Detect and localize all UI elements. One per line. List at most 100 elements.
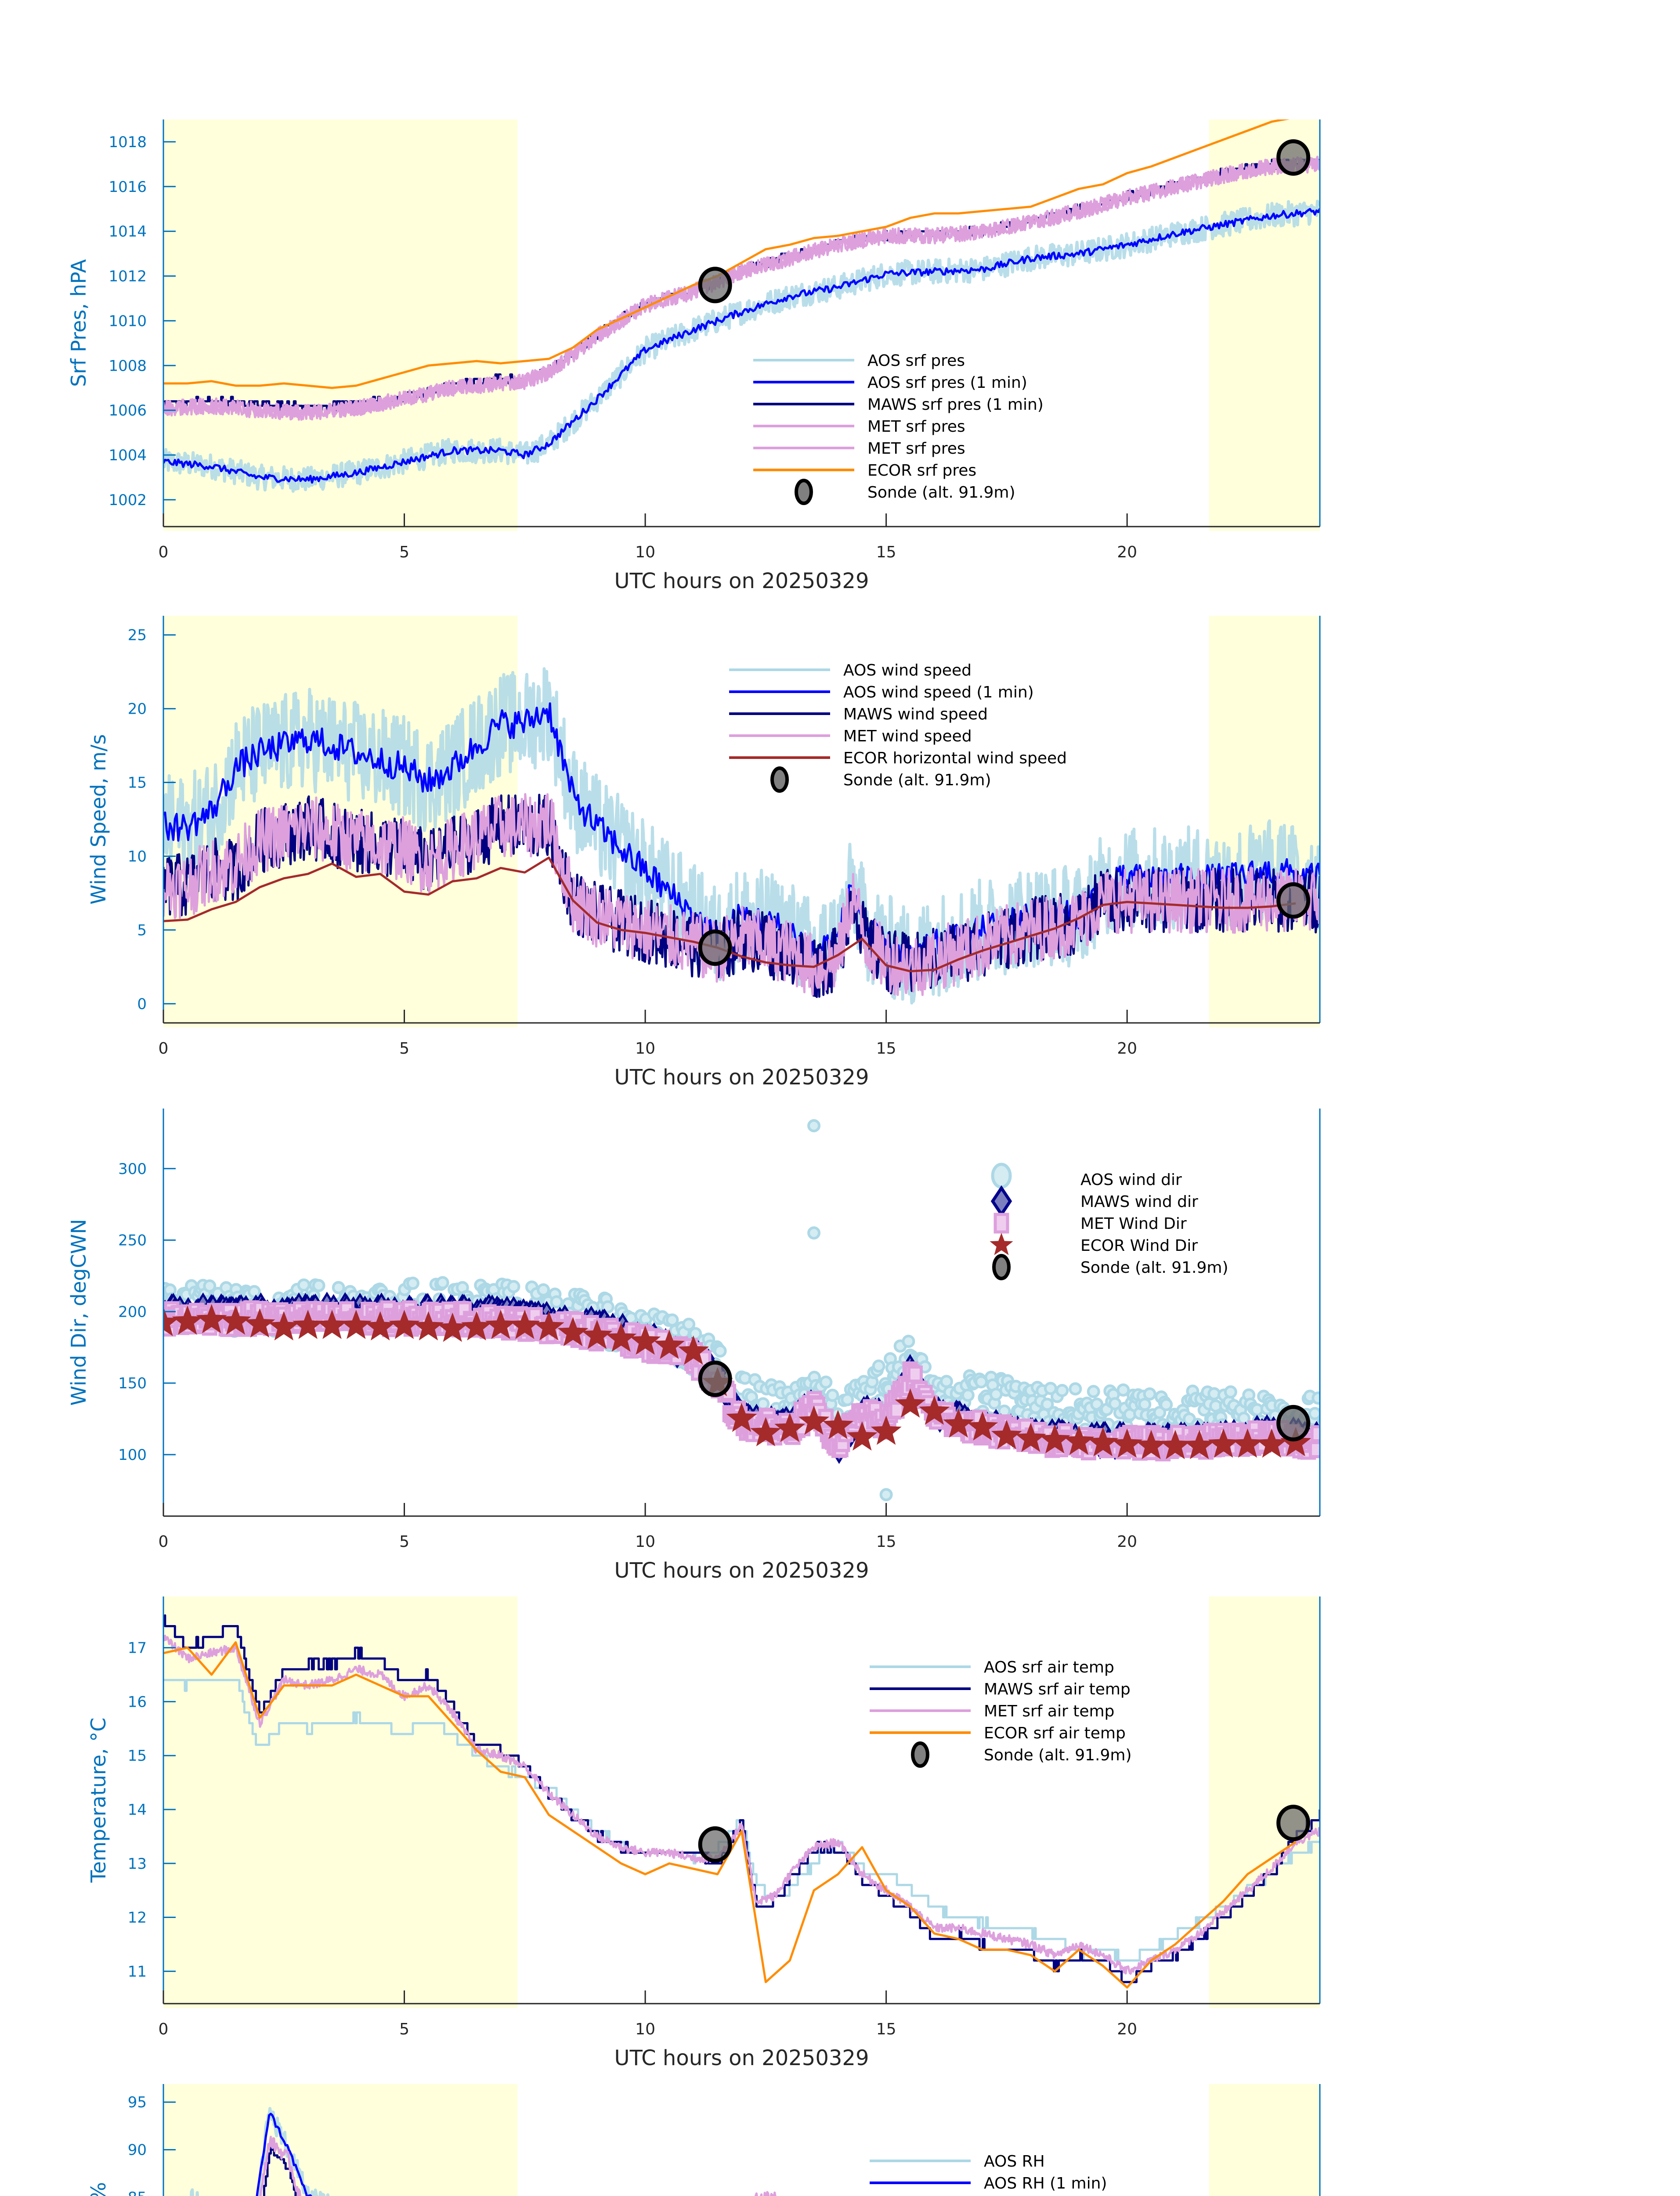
- ecor-wind-dir-star: [1039, 1424, 1070, 1454]
- legend-label: MET srf air temp: [984, 1702, 1114, 1720]
- x-tick-label: 10: [635, 1040, 655, 1058]
- legend-item: MET srf pres: [753, 418, 965, 436]
- ecor-wind-dir-star: [726, 1402, 757, 1432]
- aos-wind-dir-point: [872, 1359, 885, 1373]
- aos-wind-dir-point: [1044, 1382, 1057, 1395]
- x-tick-label: 5: [399, 1040, 409, 1058]
- aos-wind-dir-point: [332, 1281, 345, 1294]
- y-axis-label: Relative Humidity, %: [87, 2182, 110, 2196]
- met-wind-dir-point: [1310, 1425, 1320, 1442]
- legend-label: AOS srf pres: [867, 352, 965, 370]
- chart-panel-wind_dir: 100 150 200 250 300 0 5 10 15 20 UTC hours on 2025…: [67, 1109, 1321, 1583]
- shaded-region: [163, 1596, 518, 2008]
- y-tick-label: 300: [118, 1160, 147, 1178]
- legend-item: MET wind speed: [729, 727, 972, 745]
- aos-wind-dir-outlier: [807, 1226, 821, 1240]
- y-tick-label: 1002: [108, 491, 147, 509]
- x-axis-label: UTC hours on 20250329: [614, 569, 869, 593]
- x-tick-label: 10: [635, 1533, 655, 1551]
- legend-square-icon: [994, 1213, 1009, 1234]
- legend-item: MAWS srf air temp: [870, 1680, 1131, 1698]
- legend-item: Sonde (alt. 91.9m): [795, 479, 1015, 505]
- x-tick-label: 5: [399, 1533, 409, 1551]
- aos-wind-dir-point: [507, 1280, 520, 1293]
- met-wind-dir-point: [1308, 1441, 1320, 1459]
- ecor-wind-dir-star: [919, 1395, 950, 1425]
- legend-item: ECOR srf air temp: [870, 1724, 1126, 1742]
- x-tick-label: 5: [399, 543, 409, 561]
- legend-label: MET wind speed: [843, 727, 972, 745]
- x-tick-label: 20: [1117, 543, 1137, 561]
- x-axis-label: UTC hours on 20250329: [614, 2046, 869, 2070]
- ecor-wind-dir-star: [654, 1329, 685, 1359]
- legend-label: Sonde (alt. 91.9m): [984, 1746, 1132, 1764]
- ecor-wind-dir-star: [871, 1416, 902, 1445]
- legend-item: Sonde (alt. 91.9m): [992, 1254, 1228, 1280]
- aos-wind-dir-outlier: [807, 1119, 821, 1133]
- y-tick-label: 250: [118, 1232, 147, 1250]
- legend-label: MAWS wind speed: [843, 705, 988, 723]
- legend: AOS wind dir MAWS wind dir MET Wind Dir ECO…: [990, 1163, 1228, 1280]
- legend-sonde-icon: [911, 1741, 929, 1768]
- aos-wind-dir-point: [1069, 1382, 1082, 1396]
- y-tick-label: 16: [128, 1693, 147, 1711]
- aos-wind-dir-point: [1143, 1387, 1156, 1401]
- ecor-wind-dir-star: [582, 1319, 613, 1349]
- chart-panel-rh: 55606570758085909505101520UTC hours on 2…: [87, 2084, 1321, 2196]
- legend-label: ECOR srf pres: [867, 462, 976, 480]
- x-tick-label: 10: [635, 2020, 655, 2038]
- y-tick-label: 5: [137, 921, 147, 939]
- aos-wind-dir-point: [1041, 1398, 1054, 1411]
- x-tick-label: 20: [1117, 1533, 1137, 1551]
- aos-wind-dir-point: [1308, 1407, 1320, 1420]
- x-tick-label: 20: [1117, 2020, 1137, 2038]
- y-tick-label: 15: [128, 1747, 147, 1765]
- aos-wind-dir-point: [1138, 1398, 1152, 1411]
- x-tick-label: 0: [159, 1040, 169, 1058]
- sonde-marker: [1276, 882, 1311, 919]
- series-met-srf-air-temp: [163, 1635, 1320, 1975]
- x-tick-label: 15: [876, 543, 896, 561]
- y-tick-label: 1012: [108, 268, 147, 285]
- aos-wind-dir-point: [902, 1334, 915, 1348]
- ecor-wind-dir-star: [1087, 1427, 1119, 1456]
- x-tick-label: 0: [159, 2020, 169, 2038]
- ecor-wind-dir-star: [389, 1310, 420, 1339]
- y-tick-label: 150: [118, 1375, 147, 1392]
- aos-wind-dir-point: [406, 1276, 419, 1290]
- ecor-wind-dir-star: [822, 1410, 854, 1439]
- ecor-wind-dir-star: [895, 1388, 926, 1418]
- legend-label: AOS wind dir: [1080, 1171, 1182, 1189]
- legend-item: AOS wind speed: [729, 661, 972, 679]
- x-axis-label: UTC hours on 20250329: [614, 1065, 869, 1090]
- ecor-wind-dir-star: [509, 1310, 540, 1339]
- ecor-wind-dir-star: [461, 1311, 492, 1341]
- legend-sonde-icon: [770, 766, 789, 793]
- y-tick-label: 12: [128, 1909, 147, 1927]
- y-tick-label: 14: [128, 1801, 147, 1819]
- sonde-marker: [698, 929, 732, 966]
- y-tick-label: 85: [128, 2189, 147, 2196]
- aos-wind-dir-point: [1116, 1383, 1130, 1397]
- aos-wind-dir-point: [713, 1344, 727, 1358]
- aos-wind-dir-point: [1055, 1384, 1069, 1398]
- legend-star-icon: [990, 1233, 1013, 1255]
- legend: AOS wind speed AOS wind speed (1 min) MAWS…: [729, 661, 1067, 793]
- aos-wind-dir-point: [1160, 1398, 1173, 1412]
- x-tick-label: 0: [159, 543, 169, 561]
- ecor-wind-dir-star: [750, 1417, 781, 1447]
- y-axis-label: Srf Pres, hPA: [67, 259, 90, 387]
- legend-label: MAWS srf pres (1 min): [867, 396, 1044, 414]
- ecor-wind-dir-star: [340, 1310, 372, 1339]
- aos-wind-dir-point: [550, 1295, 564, 1309]
- series-met-wind-speed: [163, 793, 1320, 996]
- x-tick-label: 5: [399, 2020, 409, 2038]
- legend-label: AOS wind speed (1 min): [843, 683, 1034, 701]
- aos-wind-dir-point: [1224, 1385, 1237, 1399]
- y-tick-label: 20: [128, 701, 147, 718]
- ecor-wind-dir-star: [1184, 1430, 1215, 1459]
- ecor-wind-dir-star: [413, 1311, 444, 1341]
- legend-item: Sonde (alt. 91.9m): [911, 1741, 1132, 1768]
- ecor-wind-dir-star: [196, 1304, 227, 1333]
